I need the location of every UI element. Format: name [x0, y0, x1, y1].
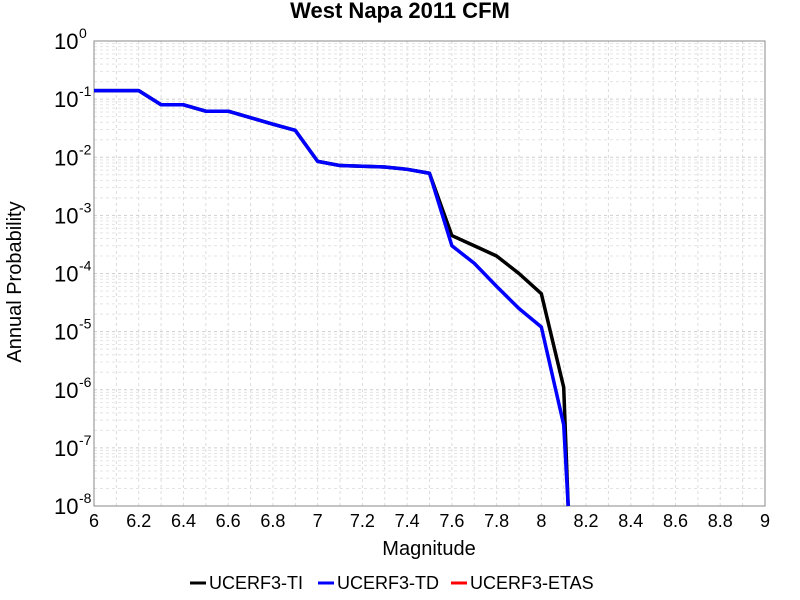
x-tick-label: 6: [89, 511, 99, 531]
y-tick-label: 10 -2: [54, 141, 92, 170]
x-tick-label: 9: [760, 511, 770, 531]
y-tick-label: 10 -5: [54, 316, 92, 345]
x-tick-label: 8.2: [574, 511, 599, 531]
legend: UCERF3-TI UCERF3-TD UCERF3-ETAS: [190, 573, 594, 593]
y-tick-label: 10 -8: [54, 490, 92, 519]
y-tick-label: 10 -3: [54, 199, 92, 228]
x-tick-labels: 6 6.2 6.4 6.6 6.8 7 7.2 7.4 7.6 7.8 8 8.2 8.4 8.6 8.8 9: [89, 511, 770, 531]
y-tick-base: 10: [54, 320, 78, 345]
plot-area: [93, 40, 766, 507]
x-tick-label: 8.4: [618, 511, 643, 531]
y-tick-label: 10 0: [54, 25, 87, 54]
y-tick-base: 10: [54, 87, 78, 112]
y-tick-label: 10 -4: [54, 258, 92, 287]
legend-label-ucerf3-ti: UCERF3-TI: [209, 573, 303, 593]
x-tick-label: 7.8: [484, 511, 509, 531]
y-tick-exponent: -3: [79, 199, 92, 215]
x-tick-label: 8: [536, 511, 546, 531]
y-tick-base: 10: [54, 494, 78, 519]
x-tick-label: 7.4: [395, 511, 420, 531]
y-tick-exponent: -7: [79, 432, 92, 448]
x-tick-label: 8.8: [708, 511, 733, 531]
x-tick-label: 6.4: [171, 511, 196, 531]
y-tick-exponent: -6: [79, 374, 92, 390]
x-tick-label: 6.8: [260, 511, 285, 531]
x-tick-label: 6.6: [216, 511, 241, 531]
x-tick-label: 7.6: [439, 511, 464, 531]
y-tick-base: 10: [54, 203, 78, 228]
y-tick-exponent: -8: [79, 490, 92, 506]
x-axis-label: Magnitude: [382, 538, 475, 560]
y-tick-exponent: -4: [79, 258, 92, 274]
y-tick-base: 10: [54, 29, 78, 54]
y-tick-base: 10: [54, 436, 78, 461]
y-tick-exponent: -5: [79, 316, 92, 332]
x-tick-label: 6.2: [126, 511, 151, 531]
y-axis-label: Annual Probability: [4, 201, 26, 362]
grid: [93, 41, 766, 507]
legend-label-ucerf3-td: UCERF3-TD: [337, 573, 439, 593]
y-tick-base: 10: [54, 145, 78, 170]
y-tick-label: 10 -1: [54, 83, 92, 112]
x-tick-label: 7.2: [350, 511, 375, 531]
y-tick-label: 10 -6: [54, 374, 92, 403]
y-tick-exponent: -2: [79, 141, 92, 157]
series-layer: [94, 88, 570, 507]
legend-label-ucerf3-etas: UCERF3-ETAS: [470, 573, 594, 593]
y-tick-exponent: 0: [79, 25, 87, 41]
y-tick-exponent: -1: [79, 83, 92, 99]
y-tick-base: 10: [54, 262, 78, 287]
y-tick-label: 10 -7: [54, 432, 92, 461]
y-tick-base: 10: [54, 378, 78, 403]
x-tick-label: 8.6: [663, 511, 688, 531]
series-line-ucerf3-td: [94, 88, 570, 507]
x-tick-label: 7: [313, 511, 323, 531]
chart-title: West Napa 2011 CFM: [290, 0, 510, 23]
